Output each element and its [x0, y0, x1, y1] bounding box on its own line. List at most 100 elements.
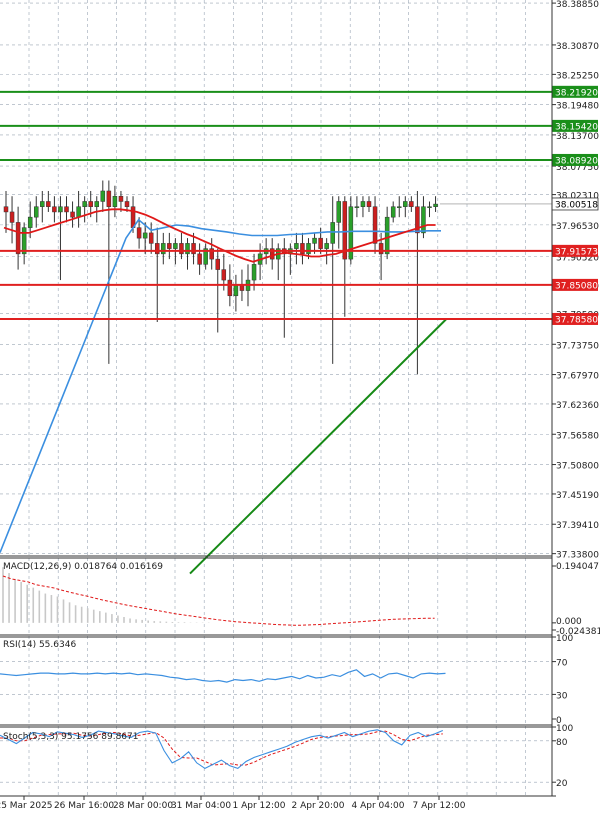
candle-body: [179, 243, 184, 255]
level-tag-label: 38.15420: [555, 122, 598, 132]
candle-body: [342, 201, 348, 260]
level-tag: [552, 278, 598, 291]
candle-body: [100, 190, 106, 202]
candle-body: [233, 285, 239, 297]
rsi-tick-label: 30: [556, 691, 568, 701]
price-tick-label: 37.45190: [556, 491, 599, 501]
rsi-panel: [0, 661, 552, 695]
candle-body: [88, 201, 93, 207]
candle-body: [3, 206, 9, 213]
candle-body: [312, 237, 317, 244]
candle-body: [215, 258, 220, 270]
candle-body: [58, 206, 63, 213]
candle-body: [403, 201, 408, 207]
candle-body: [185, 243, 190, 255]
rsi-line: [0, 669, 446, 683]
price-tick-label: 38.02310: [556, 192, 599, 202]
candle-body: [82, 201, 87, 207]
time-tick-label: 7 Apr 12:00: [413, 801, 466, 811]
level-tag: [552, 153, 598, 166]
level-tag: [552, 85, 598, 98]
candle-body: [21, 227, 27, 255]
level-tag-label: 37.91573: [555, 247, 598, 257]
rsi-tick-label: 70: [556, 659, 568, 669]
price-tick-label: 37.33800: [556, 551, 599, 561]
time-tick-label: 1 Apr 12:00: [233, 801, 286, 811]
candle-body: [306, 243, 311, 255]
stoch-tick-label: 100: [556, 724, 573, 734]
price-tick-label: 37.62360: [556, 401, 599, 411]
macd-label: MACD(12,26,9) 0.018764 0.016169: [3, 562, 163, 572]
rsi-label: RSI(14) 55.6346: [3, 640, 76, 650]
candle-body: [397, 206, 402, 208]
candle-body: [330, 222, 335, 244]
ma-red-line: [3, 208, 436, 263]
price-tick-label: 37.50800: [556, 462, 599, 472]
macd-tick-label: 0.194047: [556, 562, 599, 572]
green-trendline: [189, 318, 447, 575]
macd-panel: [2, 567, 435, 626]
candle-body: [173, 243, 178, 249]
macd-tick-label: 0.000: [556, 617, 582, 627]
candle-body: [64, 206, 69, 213]
candle-body: [34, 206, 39, 218]
candle-body: [366, 201, 372, 207]
candle-body: [148, 232, 154, 244]
ma-blue-line: [0, 218, 441, 553]
candle-body: [142, 232, 148, 239]
macd-signal-line: [2, 575, 435, 626]
candle-body: [421, 206, 426, 234]
candle-body: [46, 201, 51, 207]
level-tag-label: 37.78580: [555, 315, 598, 325]
candle-body: [348, 206, 354, 260]
price-tick-label: 37.96530: [556, 222, 599, 232]
stoch-tick-label: 80: [556, 738, 568, 748]
candle-body: [372, 206, 378, 244]
time-tick-label: 26 Mar 16:00: [54, 801, 114, 811]
candle-body: [294, 243, 299, 249]
candle-body: [324, 243, 329, 249]
candle-body: [239, 285, 245, 291]
candle-body: [136, 227, 142, 239]
candle-body: [167, 243, 172, 249]
rsi-tick-label: 100: [556, 634, 573, 644]
candle-body: [40, 201, 45, 207]
price-tick-label: 38.13700: [556, 132, 599, 142]
price-tick-label: 37.39410: [556, 521, 599, 531]
grid: [0, 0, 552, 796]
price-tick-label: 38.38850: [556, 0, 599, 10]
candle-body: [203, 248, 208, 265]
candle-body: [118, 195, 124, 202]
candle-body: [409, 201, 414, 207]
candle-body: [124, 201, 130, 207]
candle-body: [427, 206, 432, 208]
candle-body: [227, 279, 233, 297]
candle-body: [27, 216, 33, 228]
price-tick-label: 38.07750: [556, 163, 599, 173]
stoch-label: Stoch(5,3,3) 95.1756 89.8671: [3, 732, 138, 742]
time-tick-label: 28 Mar 00:00: [113, 801, 173, 811]
price-tick-label: 38.30870: [556, 42, 599, 52]
current-price-label: 38.00518: [555, 200, 598, 210]
price-tick-label: 37.56580: [556, 431, 599, 441]
candle-body: [70, 211, 75, 218]
time-tick-label: 2 Apr 20:00: [292, 801, 345, 811]
candle-body: [433, 203, 438, 207]
candle-body: [209, 248, 214, 260]
stoch-tick-label: 20: [556, 779, 568, 789]
candle-body: [76, 206, 81, 218]
candle-body: [112, 195, 118, 207]
level-tag-label: 37.85080: [555, 281, 598, 291]
macd-tick-label: -0.024381: [556, 627, 600, 637]
candle-body: [415, 206, 420, 234]
level-tag-label: 38.21920: [555, 88, 598, 98]
time-tick-label: 25 Mar 2025: [0, 801, 53, 811]
candle-body: [384, 216, 390, 255]
candle-body: [390, 206, 396, 218]
price-tick-label: 37.67970: [556, 372, 599, 382]
candle-body: [300, 243, 305, 255]
candle-body: [360, 201, 366, 207]
rsi-tick-label: 0: [556, 716, 562, 726]
